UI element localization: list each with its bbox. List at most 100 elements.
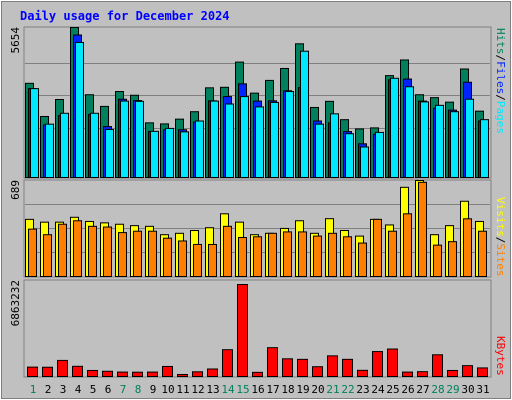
bar-pages-day-28 — [435, 104, 444, 178]
bar-kbytes-day-27 — [417, 371, 428, 378]
bar-sites-day-2 — [43, 234, 52, 277]
bar-sites-day-29 — [448, 241, 457, 278]
legend-hits: Hits — [494, 28, 507, 55]
bar-pages-day-2 — [45, 123, 54, 178]
x-tick-30: 30 — [461, 383, 474, 396]
bar-sites-day-6 — [103, 226, 112, 277]
bar-kbytes-day-7 — [117, 371, 128, 377]
bar-kbytes-day-19 — [297, 358, 308, 377]
bar-kbytes-day-5 — [87, 369, 98, 378]
bar-sites-day-10 — [163, 237, 172, 277]
x-tick-5: 5 — [90, 383, 97, 396]
bar-sites-day-26 — [403, 213, 412, 277]
kbytes-panel — [23, 279, 492, 378]
bar-layer — [25, 27, 489, 378]
bar-pages-day-13 — [210, 100, 219, 178]
x-tick-26: 26 — [401, 383, 414, 396]
x-tick-25: 25 — [386, 383, 399, 396]
bar-pages-day-15 — [240, 96, 249, 178]
bar-pages-day-17 — [270, 101, 279, 178]
legend: Visits/Sites — [494, 197, 507, 277]
bar-sites-day-5 — [88, 225, 97, 277]
bar-kbytes-day-9 — [147, 371, 158, 377]
bar-sites-day-21 — [328, 232, 337, 277]
bar-kbytes-day-22 — [342, 358, 353, 377]
bar-sites-day-3 — [58, 223, 67, 278]
chart-title: Daily usage for December 2024 — [20, 9, 230, 23]
bar-pages-day-18 — [285, 91, 294, 178]
x-tick-10: 10 — [161, 383, 174, 396]
legend-sites: Sites — [494, 243, 507, 276]
bar-sites-day-25 — [388, 230, 397, 277]
x-tick-7: 7 — [120, 383, 127, 396]
bar-sites-day-23 — [358, 242, 367, 277]
bar-pages-day-30 — [465, 98, 474, 178]
x-tick-labels: 1 2 3 4 5 6 7 8 9 10 11 12 13 14 15 16 17 18 19 20 21 22 23 24 2… — [30, 383, 490, 396]
bar-kbytes-day-12 — [192, 371, 203, 377]
bar-kbytes-day-3 — [57, 359, 68, 377]
bar-kbytes-day-20 — [312, 366, 323, 377]
bar-kbytes-day-6 — [102, 370, 113, 378]
bar-kbytes-day-23 — [357, 369, 368, 377]
x-tick-29: 29 — [446, 383, 459, 396]
x-tick-21: 21 — [326, 383, 339, 396]
bar-kbytes-day-28 — [432, 354, 443, 377]
bar-kbytes-day-16 — [252, 371, 263, 377]
bar-sites-day-7 — [118, 232, 127, 277]
bar-pages-day-14 — [225, 103, 234, 178]
x-tick-6: 6 — [105, 383, 112, 396]
x-tick-12: 12 — [191, 383, 204, 396]
bar-kbytes-day-25 — [387, 348, 398, 377]
legend: KBytes — [494, 336, 507, 376]
bar-sites-day-19 — [298, 231, 307, 278]
bar-sites-day-14 — [223, 225, 232, 277]
x-tick-28: 28 — [431, 383, 444, 396]
x-tick-14: 14 — [221, 383, 235, 396]
bar-kbytes-day-15 — [237, 284, 248, 377]
bar-sites-day-9 — [148, 230, 157, 277]
bar-pages-day-5 — [90, 112, 99, 178]
bar-sites-day-18 — [283, 231, 292, 278]
bar-kbytes-day-26 — [402, 371, 413, 377]
bar-pages-day-25 — [390, 77, 399, 178]
bar-pages-day-4 — [75, 41, 84, 178]
legend-separator: / — [494, 55, 507, 62]
x-tick-9: 9 — [150, 383, 157, 396]
x-tick-16: 16 — [251, 383, 264, 396]
x-tick-27: 27 — [416, 383, 429, 396]
bar-sites-day-20 — [313, 235, 322, 277]
bar-kbytes-day-21 — [327, 355, 338, 377]
bar-kbytes-day-10 — [162, 365, 173, 378]
x-tick-20: 20 — [311, 383, 324, 396]
bar-kbytes-day-1 — [27, 366, 38, 378]
bar-kbytes-day-24 — [372, 351, 383, 377]
legend-separator: / — [494, 94, 507, 101]
x-tick-13: 13 — [206, 383, 219, 396]
bar-kbytes-day-4 — [72, 365, 83, 377]
bar-pages-day-19 — [300, 50, 309, 178]
bar-kbytes-day-29 — [447, 369, 458, 378]
x-tick-22: 22 — [341, 383, 354, 396]
bar-sites-day-11 — [178, 240, 187, 277]
bar-pages-day-12 — [195, 120, 204, 178]
x-tick-18: 18 — [281, 383, 294, 396]
x-tick-17: 17 — [266, 383, 279, 396]
x-tick-11: 11 — [176, 383, 189, 396]
legend-files: Files — [494, 61, 507, 94]
bar-pages-day-11 — [180, 131, 189, 179]
bar-sites-day-30 — [463, 218, 472, 278]
bar-pages-day-26 — [405, 86, 414, 178]
bar-kbytes-day-2 — [42, 366, 53, 377]
bar-sites-day-4 — [73, 220, 82, 278]
bar-sites-day-1 — [28, 228, 37, 278]
bar-pages-day-20 — [315, 123, 324, 178]
bar-sites-day-17 — [268, 232, 277, 277]
bar-pages-day-10 — [165, 127, 174, 179]
x-tick-15: 15 — [236, 383, 249, 396]
bar-sites-day-8 — [133, 230, 142, 277]
x-tick-8: 8 — [135, 383, 142, 396]
